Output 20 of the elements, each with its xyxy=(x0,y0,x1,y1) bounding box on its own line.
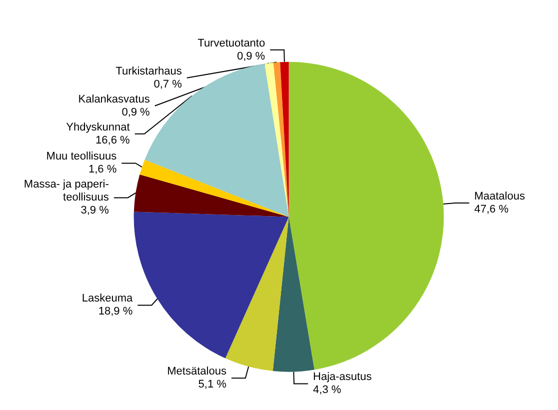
slice-label: Turvetuotanto xyxy=(198,37,266,50)
data-label: 0,7 % xyxy=(154,78,182,90)
slice-label: Turkistarhaus xyxy=(116,65,182,78)
data-label: 0,9 % xyxy=(236,50,266,62)
slice-label: Maatalous xyxy=(474,190,526,202)
slice-label: Massa- ja paperi- teollisuus xyxy=(24,178,110,204)
data-label: 18,9 % xyxy=(98,306,133,318)
data-label: 4,3 % xyxy=(313,384,342,396)
data-label: 0,9 % xyxy=(122,106,150,118)
data-label: 1,6 % xyxy=(88,164,117,176)
data-label: 47,6 % xyxy=(474,204,509,216)
slice-label: Laskeuma xyxy=(82,292,134,305)
slice-label: Metsätalous xyxy=(167,366,227,378)
slice-label: Haja-asutus xyxy=(313,371,372,384)
slice-label: Yhdyskunnat xyxy=(66,121,130,134)
slice-label: Kalankasvatus xyxy=(78,93,150,106)
data-label: 16,6 % xyxy=(96,134,130,146)
slice-label: Muu teollisuus xyxy=(46,150,118,163)
data-label: 3,9 % xyxy=(80,204,110,217)
data-label: 5,1 % xyxy=(198,378,227,391)
